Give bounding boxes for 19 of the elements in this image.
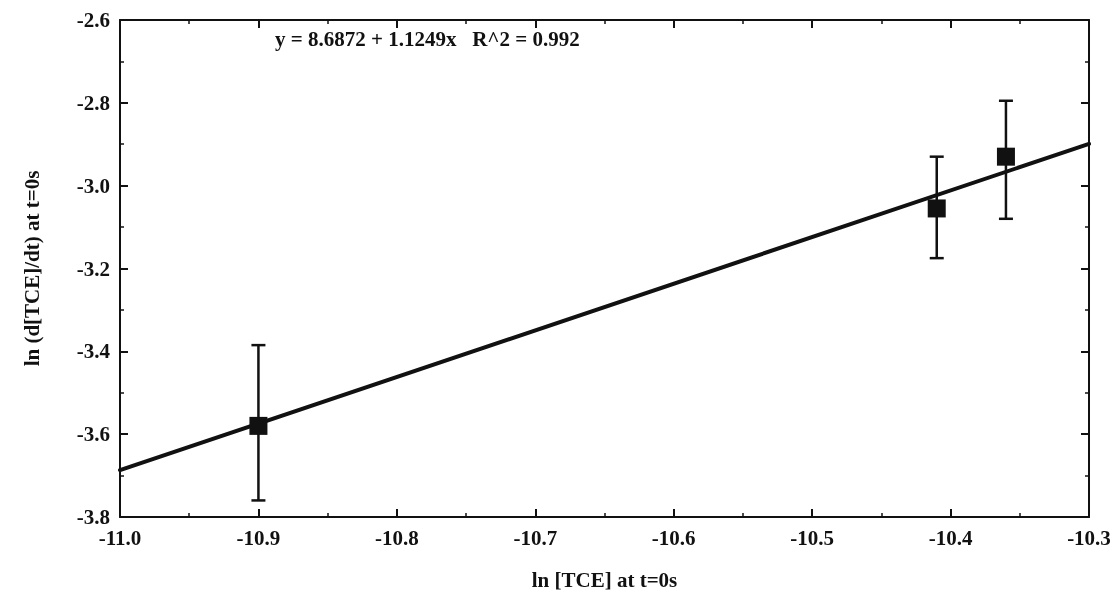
x-tick-label: -10.7: [513, 525, 558, 550]
point: [927, 199, 946, 218]
y-axis-title: ln (d[TCE]/dt) at t=0s: [19, 170, 44, 367]
x-tick-label: -10.8: [374, 525, 419, 550]
y-tick-label: -2.8: [76, 90, 110, 115]
annotation: y = 8.6872 + 1.1249x R^2 = 0.992: [275, 26, 580, 51]
x-tick-label: -10.5: [790, 525, 835, 550]
point: [249, 416, 268, 435]
x-tick-label: -10.4: [928, 525, 973, 550]
y-tick-label: -2.6: [76, 8, 110, 32]
point: [996, 147, 1015, 166]
y-tick-label: -3.0: [76, 173, 110, 198]
x-tick-label: -10.6: [651, 525, 696, 550]
y-tick-label: -3.2: [76, 256, 110, 281]
x-tick-label: -10.3: [1067, 525, 1111, 550]
y-tick-label: -3.4: [76, 339, 111, 364]
x-axis-title: ln [TCE] at t=0s: [531, 567, 678, 592]
x-tick-label: -10.9: [236, 525, 281, 550]
y-tick-label: -3.6: [76, 422, 110, 447]
